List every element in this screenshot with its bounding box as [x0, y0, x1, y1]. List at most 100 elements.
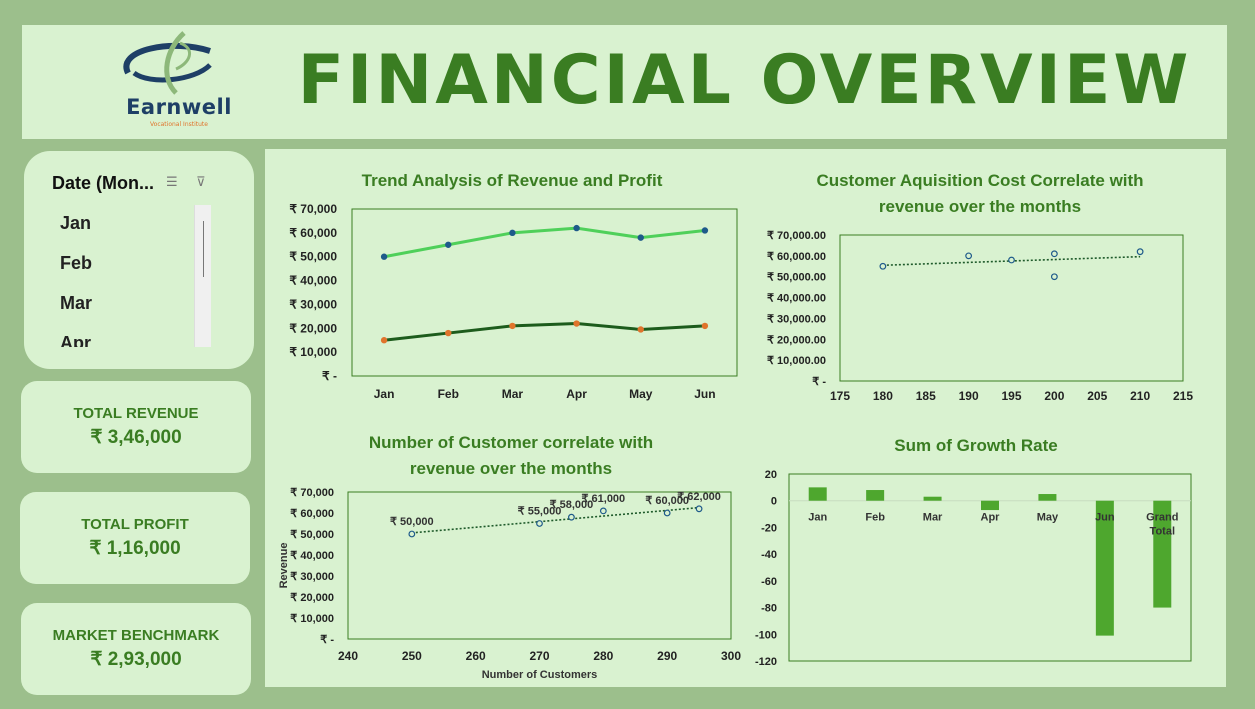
chart2-point [1050, 250, 1058, 258]
clear-filter-icon[interactable]: ⊽ [196, 175, 206, 190]
logo-swoosh-icon [123, 31, 212, 95]
chart1-point [701, 322, 709, 330]
chart1-y-tick-label: ₹ 40,000 [289, 274, 337, 288]
chart3-title: revenue over the months [410, 459, 612, 478]
chart1-point [380, 253, 388, 260]
logo-subtitle: Vocational Institute [150, 121, 208, 128]
multi-select-icon[interactable]: ☰ [166, 175, 178, 190]
chart4-title: Sum of Growth Rate [894, 436, 1057, 455]
chart2-point [1136, 248, 1144, 256]
chart3-trendline [411, 506, 700, 534]
chart1-y-tick-label: ₹ 30,000 [289, 297, 337, 311]
chart3-y-tick-label: ₹ 40,000 [290, 550, 334, 562]
chart3-point [599, 507, 607, 515]
chart3-x-tick-label: 280 [593, 649, 613, 663]
chart1-point [701, 227, 709, 234]
chart4-x-tick-label: Apr [981, 512, 1001, 524]
chart2-point [1050, 273, 1058, 281]
chart3-plot-frame [347, 491, 732, 640]
chart1-series-line-0 [383, 226, 706, 259]
slicer-list: Date (Mon... ☰ ⊽ Jan Feb Mar Apr [24, 151, 254, 347]
chart4-x-tick-label: Grand [1146, 512, 1178, 524]
chart4-bar [808, 487, 827, 501]
chart4-y-tick-label: -80 [761, 603, 777, 615]
chart4-y-tick-label: 20 [765, 469, 777, 481]
chart2-y-tick-label: ₹ - [812, 376, 826, 388]
slicer-item-feb[interactable]: Feb [60, 253, 93, 273]
kpi-value: ₹ 1,16,000 [89, 538, 181, 559]
chart2-y-tick-label: ₹ 30,000.00 [767, 313, 826, 325]
chart2-x-tick-label: 200 [1044, 389, 1064, 403]
chart3-data-label: ₹ 50,000 [390, 516, 434, 528]
chart1-point [380, 337, 388, 344]
chart1-x-tick-label: May [629, 387, 653, 401]
chart1-y-tick-label: ₹ 60,000 [289, 226, 337, 240]
chart1-y-tick-label: ₹ 10,000 [289, 345, 337, 359]
chart3-y-tick-label: ₹ 20,000 [290, 592, 334, 604]
chart2-point [965, 252, 973, 260]
chart1-point [637, 326, 644, 333]
chart4-bar [1095, 500, 1114, 636]
chart1-point [445, 241, 452, 248]
chart1-x-tick-label: Jun [694, 387, 715, 401]
slicer-scrollbar[interactable] [194, 205, 211, 347]
chart2-x-tick-label: 215 [1173, 389, 1193, 403]
chart2-y-tick-label: ₹ 20,000.00 [767, 334, 826, 346]
chart4-plot-frame [788, 473, 1192, 662]
chart2-x-tick-label: 185 [916, 389, 936, 403]
chart1-point [509, 229, 516, 237]
chart1-point [445, 329, 452, 337]
chart1-point [573, 224, 580, 232]
chart4-x-tick-label: Jan [808, 512, 827, 524]
chart1-x-tick-label: Jan [374, 387, 395, 401]
header-banner: Earnwell Vocational Institute FINANCIAL … [22, 25, 1227, 139]
page-title: FINANCIAL OVERVIEW [297, 41, 1192, 120]
chart3-x-tick-label: 250 [402, 649, 422, 663]
chart3-y-axis-label: Revenue [278, 543, 290, 589]
chart3-title: Number of Customer correlate with [369, 433, 653, 452]
chart2-x-tick-label: 180 [873, 389, 893, 403]
charts-canvas: Trend Analysis of Revenue and Profit ₹ - ₹… [278, 171, 1193, 681]
chart1-plot-frame [351, 208, 738, 377]
chart2-title: revenue over the months [879, 197, 1081, 216]
kpi-label: MARKET BENCHMARK [52, 627, 220, 644]
slicer-item-apr[interactable]: Apr [60, 333, 91, 347]
company-logo: Earnwell Vocational Institute [114, 29, 244, 135]
kpi-total-revenue: TOTAL REVENUE ₹ 3,46,000 [21, 381, 251, 473]
kpi-market-benchmark: MARKET BENCHMARK ₹ 2,93,000 [21, 603, 251, 695]
chart3-point [663, 509, 671, 517]
chart3-x-tick-label: 240 [338, 649, 358, 663]
chart2-plot-frame [839, 234, 1184, 382]
chart3-x-tick-label: 290 [657, 649, 677, 663]
slicer-item-jan[interactable]: Jan [60, 213, 92, 233]
slicer-item-mar[interactable]: Mar [60, 293, 93, 313]
chart1-x-tick-label: Mar [502, 387, 524, 401]
chart1-x-tick-label: Feb [438, 387, 459, 401]
chart4-x-tick-label: Total [1150, 526, 1175, 538]
chart3-x-tick-label: 270 [529, 649, 549, 663]
chart2-x-tick-label: 175 [830, 389, 850, 403]
chart3-y-tick-label: ₹ 60,000 [290, 508, 334, 520]
chart2-x-tick-label: 195 [1001, 389, 1021, 403]
chart3-point [695, 505, 703, 513]
chart1-point [573, 320, 580, 327]
chart3-data-label: ₹ 61,000 [581, 493, 625, 505]
chart3-x-tick-label: 260 [466, 649, 486, 663]
chart4-bar [1153, 500, 1172, 608]
chart2-x-tick-label: 210 [1130, 389, 1150, 403]
chart3-data-label: ₹ 62,000 [677, 491, 721, 503]
kpi-value: ₹ 2,93,000 [90, 649, 182, 670]
slicer-title: Date (Mon... [52, 173, 154, 193]
chart2-y-tick-label: ₹ 10,000.00 [767, 355, 826, 367]
chart4-y-tick-label: 0 [771, 496, 777, 508]
chart3-y-tick-label: ₹ 50,000 [290, 529, 334, 541]
chart1-point [637, 234, 644, 241]
chart2-title: Customer Aquisition Cost Correlate with [816, 171, 1143, 190]
chart4-y-tick-label: -60 [761, 576, 777, 588]
chart4-bar [866, 490, 885, 501]
scrollbar-thumb[interactable] [203, 221, 204, 277]
chart2-y-tick-label: ₹ 70,000.00 [767, 230, 826, 242]
chart3-y-tick-label: ₹ 70,000 [290, 487, 334, 499]
chart4-y-tick-label: -100 [755, 629, 777, 641]
kpi-label: TOTAL REVENUE [73, 405, 199, 422]
